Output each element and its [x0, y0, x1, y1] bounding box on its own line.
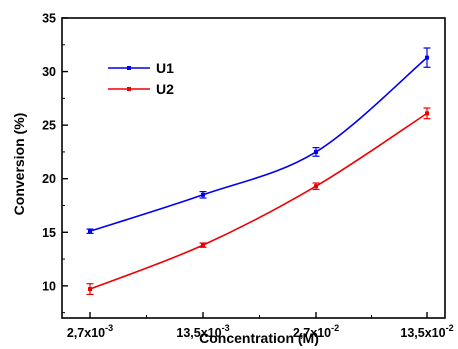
plot-frame: [61, 17, 446, 319]
x-tick-label: 2,7x10-3: [67, 323, 113, 340]
legend-item-u2: U2: [108, 81, 174, 97]
x-axis-title: Concentration (M): [199, 330, 319, 346]
legend-swatch-marker: [127, 87, 131, 91]
plot-border: [61, 17, 446, 319]
data-point: [314, 149, 318, 154]
data-point: [425, 111, 429, 116]
legend-label: U2: [156, 81, 174, 97]
series-u1: [86, 47, 431, 234]
data-point: [201, 192, 205, 197]
x-axis: 2,7x10-3 13,5x10-3 2,7x10-2 13,5x10-2: [67, 312, 454, 340]
x-tick-label: 13,5x10-2: [400, 323, 453, 340]
data-point: [425, 55, 429, 60]
series-line: [89, 112, 428, 290]
y-tick-label: 20: [42, 172, 56, 186]
x-tick-label: 13,5x10-3: [176, 323, 229, 340]
legend-swatch-marker: [127, 66, 131, 70]
y-axis-title: Conversion (%): [11, 113, 27, 216]
y-tick-label: 30: [42, 65, 56, 79]
legend-item-u1: U1: [108, 60, 174, 76]
y-tick-label: 25: [42, 119, 56, 133]
x-tick-label: 2,7x10-2: [293, 323, 339, 340]
y-tick-label: 15: [42, 226, 56, 240]
y-tick-label: 10: [42, 279, 56, 293]
data-point: [201, 243, 205, 248]
series-line: [89, 57, 428, 232]
data-point: [88, 229, 92, 234]
y-axis: 10 15 20 25 30 35: [42, 12, 68, 314]
data-point: [314, 184, 318, 189]
series-layer: [86, 47, 431, 296]
series-u2: [86, 107, 431, 296]
y-tick-label: 35: [42, 12, 56, 26]
legend-label: U1: [156, 60, 174, 76]
data-point: [88, 287, 92, 292]
